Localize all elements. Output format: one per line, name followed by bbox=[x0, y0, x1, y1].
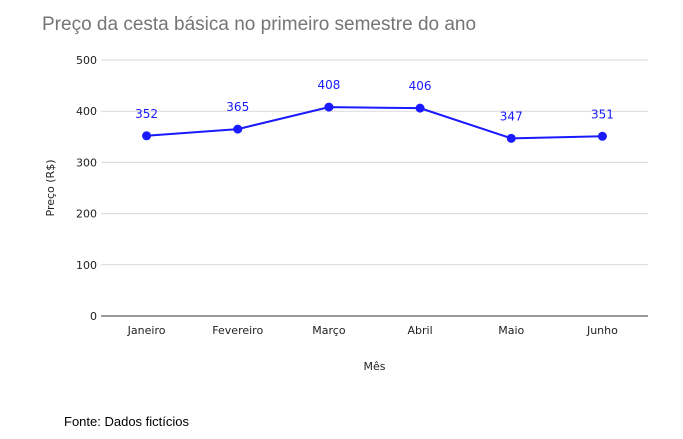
data-label: 352 bbox=[135, 107, 158, 121]
data-point bbox=[142, 131, 152, 141]
series-layer: 352 365 408 406 347 351 bbox=[135, 78, 614, 143]
y-axis-title: Preço (R$) bbox=[44, 160, 57, 217]
y-tick-label: 400 bbox=[76, 105, 97, 118]
gridlines bbox=[101, 59, 648, 266]
x-axis-title: Mês bbox=[364, 360, 386, 373]
data-point bbox=[324, 102, 334, 112]
x-tick-label: Maio bbox=[498, 324, 524, 337]
y-tick-label: 500 bbox=[76, 54, 97, 67]
source-note: Fonte: Dados fictícios bbox=[64, 414, 189, 429]
series-line bbox=[146, 106, 603, 140]
chart-title: Preço da cesta básica no primeiro semest… bbox=[42, 14, 477, 35]
y-axis-ticks: 0 100 200 300 400 500 bbox=[76, 54, 97, 323]
data-label: 365 bbox=[226, 100, 249, 114]
data-point bbox=[597, 131, 607, 141]
y-tick-label: 0 bbox=[90, 310, 97, 323]
x-axis-ticks: Janeiro Fevereiro Março Abril Maio Junho bbox=[127, 324, 618, 337]
x-tick-label: Fevereiro bbox=[212, 324, 263, 337]
data-label: 406 bbox=[409, 79, 432, 93]
y-tick-label: 100 bbox=[76, 259, 97, 272]
data-point bbox=[506, 133, 516, 143]
y-tick-label: 300 bbox=[76, 156, 97, 169]
data-point bbox=[233, 124, 243, 134]
x-tick-label: Março bbox=[312, 324, 346, 337]
data-label: 408 bbox=[317, 78, 340, 92]
x-tick-label: Junho bbox=[586, 324, 618, 337]
x-tick-label: Janeiro bbox=[127, 324, 166, 337]
x-tick-label: Abril bbox=[408, 324, 433, 337]
y-tick-label: 200 bbox=[76, 208, 97, 221]
data-label: 347 bbox=[500, 109, 523, 123]
data-label: 351 bbox=[591, 107, 614, 121]
data-point bbox=[415, 103, 425, 113]
